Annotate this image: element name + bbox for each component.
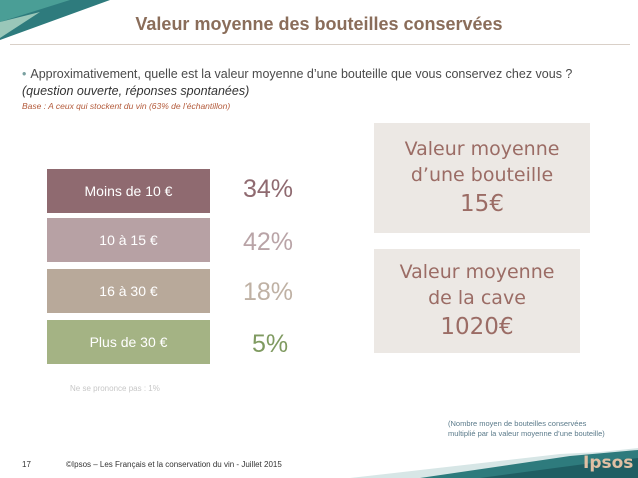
category-percentage: 42% [243,228,294,256]
sample-base: Base : A ceux qui stockent du vin (63% d… [22,101,231,111]
page-number: 17 [22,460,31,469]
footnote: (Nombre moyen de bouteilles conservées m… [448,419,605,439]
page-title: Valeur moyenne des bouteilles conservées [135,14,503,34]
copyright-text: ©Ipsos – Les Français et la conservation… [66,460,282,469]
footnote-line: (Nombre moyen de bouteilles conservées [448,419,587,428]
bullet-icon: • [22,67,27,81]
category-label: 16 à 30 € [99,283,158,299]
bottle-value-callout: Valeur moyenne d’une bouteille 15€ [374,123,590,233]
category-box: Plus de 30 € [47,320,210,364]
category-label: 10 à 15 € [99,232,158,248]
cellar-average-value: 1020€ [440,314,514,340]
bottle-average-value: 15€ [460,191,504,217]
survey-question: • Approximativement, quelle est la valeur… [22,67,572,81]
ipsos-logo: Ipsos [583,453,634,473]
callout-line: Valeur moyenne [399,261,555,283]
title-divider [10,44,630,45]
question-type: (question ouverte, réponses spontanées) [22,84,250,98]
corner-decoration [0,0,110,40]
category-box: 16 à 30 € [47,269,210,313]
callout-line: d’une bouteille [410,164,554,186]
footer-decoration [350,448,638,478]
category-percentage: 34% [243,175,294,203]
category-label: Moins de 10 € [84,183,173,199]
category-label: Plus de 30 € [89,334,168,350]
category-percentage: 18% [243,278,294,306]
callout-line: de la cave [428,287,526,309]
callout-line: Valeur moyenne [404,138,560,160]
cellar-value-callout: Valeur moyenne de la cave 1020€ [374,249,580,353]
no-answer-note: Ne se prononce pas : 1% [70,384,160,393]
footnote-line: multiplié par la valeur moyenne d’une bo… [448,429,605,438]
category-percentage: 5% [252,330,289,358]
category-box: 10 à 15 € [47,218,210,262]
category-box: Moins de 10 € [47,169,210,213]
question-text: Approximativement, quelle est la valeur … [30,67,573,81]
